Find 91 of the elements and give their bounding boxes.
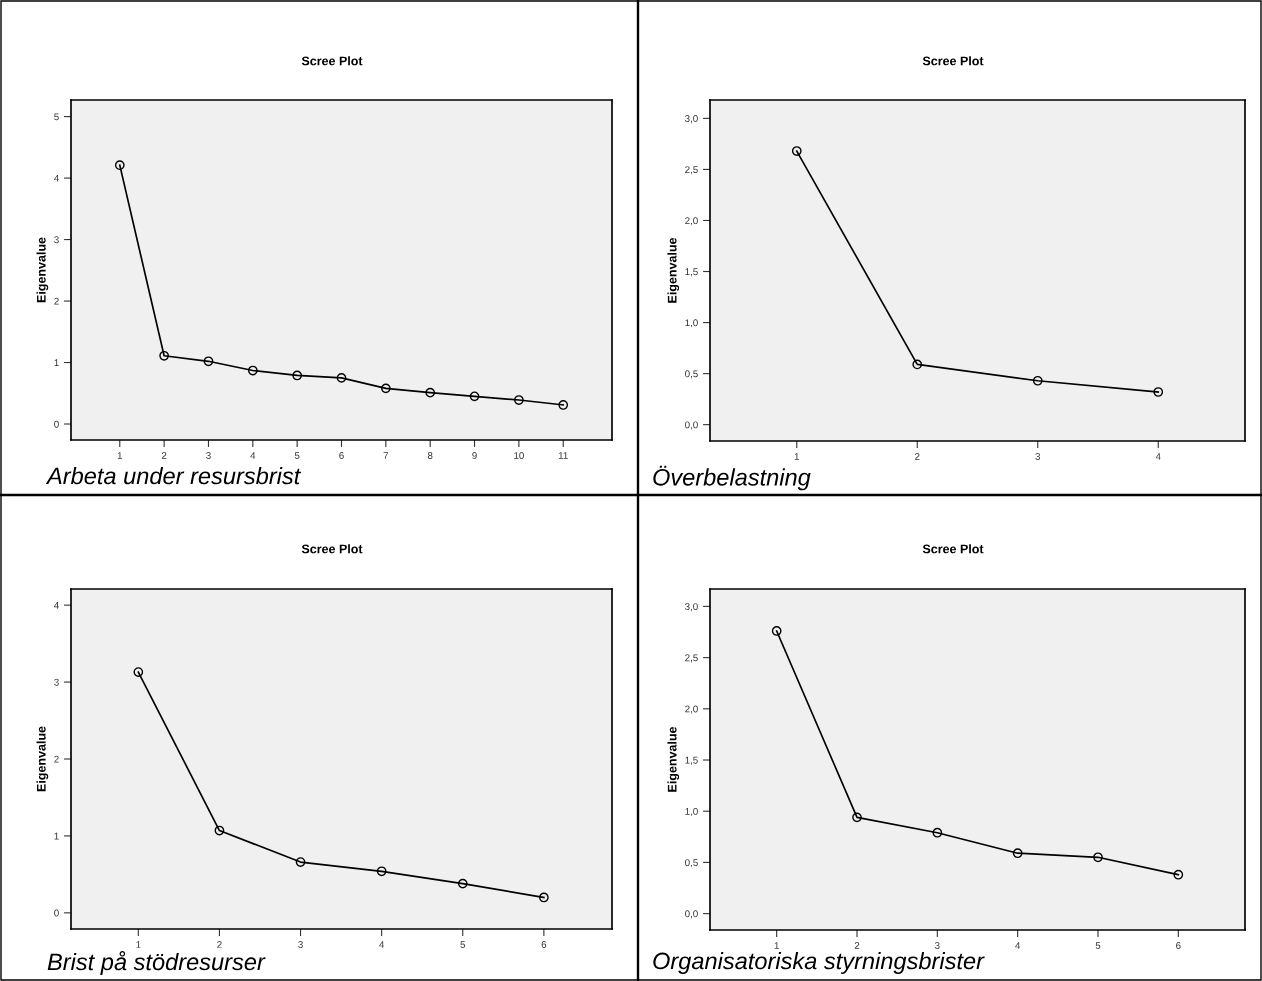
y-tick-label: 2,0 (685, 217, 698, 226)
y-axis-title: Eigenvalue (36, 726, 49, 792)
y-tick-label: 2,0 (685, 705, 698, 714)
x-tick-label: 1 (774, 942, 779, 949)
x-tick-label: 2 (854, 942, 860, 949)
point (1153, 387, 1164, 397)
x-tick-label: 1 (117, 452, 123, 459)
y-tick-label: 0,0 (685, 421, 698, 430)
point (292, 370, 303, 381)
point (514, 395, 524, 405)
y-tick-label: 0,5 (685, 370, 698, 379)
x-tick-label: 4 (379, 941, 385, 948)
x-tick-label: 6 (339, 452, 344, 459)
y-tick-label: 2 (54, 297, 59, 305)
point (539, 892, 549, 903)
point (247, 365, 258, 376)
point (912, 359, 923, 370)
y-tick-label: 0 (54, 420, 59, 428)
x-tick-label: 6 (1176, 942, 1181, 949)
x-tick-label: 3 (1035, 453, 1041, 460)
point (791, 146, 802, 156)
y-tick-label: 1,5 (685, 268, 698, 277)
y-tick-label: 2,5 (685, 654, 698, 663)
y-tick-label: 1,5 (685, 756, 698, 765)
point (336, 373, 347, 383)
y-tick-label: 2,5 (685, 166, 698, 175)
point (852, 812, 862, 823)
chart-title: Scree Plot (301, 56, 363, 66)
y-tick-label: 0 (54, 909, 59, 917)
x-tick-label: 4 (1155, 453, 1161, 460)
point (457, 878, 468, 889)
x-tick-label: 5 (1095, 942, 1101, 949)
y-tick-label: 1 (54, 832, 59, 840)
chart-title: Scree Plot (922, 56, 984, 66)
x-tick-label: 11 (558, 452, 568, 459)
point (295, 857, 306, 867)
point (558, 400, 569, 410)
y-tick-label: 2 (54, 755, 59, 763)
point (1032, 375, 1043, 386)
x-tick-label: 3 (298, 941, 303, 948)
x-tick-label: 2 (915, 453, 920, 460)
y-tick-label: 3,0 (685, 115, 698, 124)
x-tick-label: 4 (1015, 942, 1021, 949)
point (469, 391, 480, 402)
y-axis-title: Eigenvalue (667, 726, 680, 792)
point (114, 160, 125, 171)
point (133, 667, 144, 677)
y-tick-label: 1,0 (685, 319, 698, 328)
point (771, 626, 782, 636)
x-tick-label: 10 (514, 452, 524, 459)
y-tick-label: 4 (54, 174, 59, 182)
x-tick-label: 5 (460, 941, 466, 948)
point (380, 383, 391, 394)
x-tick-label: 4 (250, 452, 256, 459)
point (1093, 852, 1103, 863)
y-tick-label: 1,0 (685, 807, 698, 816)
x-tick-label: 3 (206, 452, 211, 459)
point (1012, 848, 1023, 859)
x-tick-label: 2 (217, 941, 222, 948)
chart-title: Scree Plot (922, 544, 984, 554)
x-tick-label: 2 (161, 452, 167, 459)
y-axis-title: Eigenvalue (667, 237, 680, 303)
text: Brist på stödresurser (47, 951, 266, 975)
y-tick-label: 3 (54, 678, 59, 686)
y-tick-label: 3 (54, 236, 59, 244)
text: Organisatoriska styrningsbrister (653, 951, 985, 975)
point (932, 827, 943, 838)
y-tick-label: 4 (54, 601, 59, 609)
text: Överbelastning (653, 465, 811, 491)
y-axis-title: Eigenvalue (36, 237, 49, 303)
x-tick-label: 1 (794, 453, 799, 460)
y-tick-label: 0,0 (685, 910, 698, 919)
y-tick-label: 1 (54, 359, 59, 367)
y-tick-label: 3,0 (685, 603, 698, 612)
x-tick-label: 1 (136, 941, 141, 948)
point (159, 350, 169, 361)
point (376, 866, 387, 877)
chart-title: Scree Plot (301, 544, 363, 554)
x-tick-label: 5 (294, 452, 300, 459)
y-tick-label: 0,5 (685, 859, 698, 868)
point (425, 387, 436, 398)
x-tick-label: 8 (427, 452, 433, 459)
x-tick-label: 9 (472, 452, 477, 459)
x-tick-label: 6 (541, 941, 547, 948)
y-tick-label: 5 (54, 113, 59, 121)
point (203, 356, 214, 367)
point (214, 825, 225, 836)
point (1173, 869, 1184, 880)
x-tick-label: 3 (935, 942, 940, 949)
x-tick-label: 7 (383, 452, 389, 459)
text: Arbeta under resursbrist (45, 466, 302, 485)
